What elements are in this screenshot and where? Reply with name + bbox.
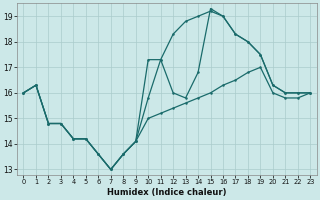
X-axis label: Humidex (Indice chaleur): Humidex (Indice chaleur) [107,188,227,197]
